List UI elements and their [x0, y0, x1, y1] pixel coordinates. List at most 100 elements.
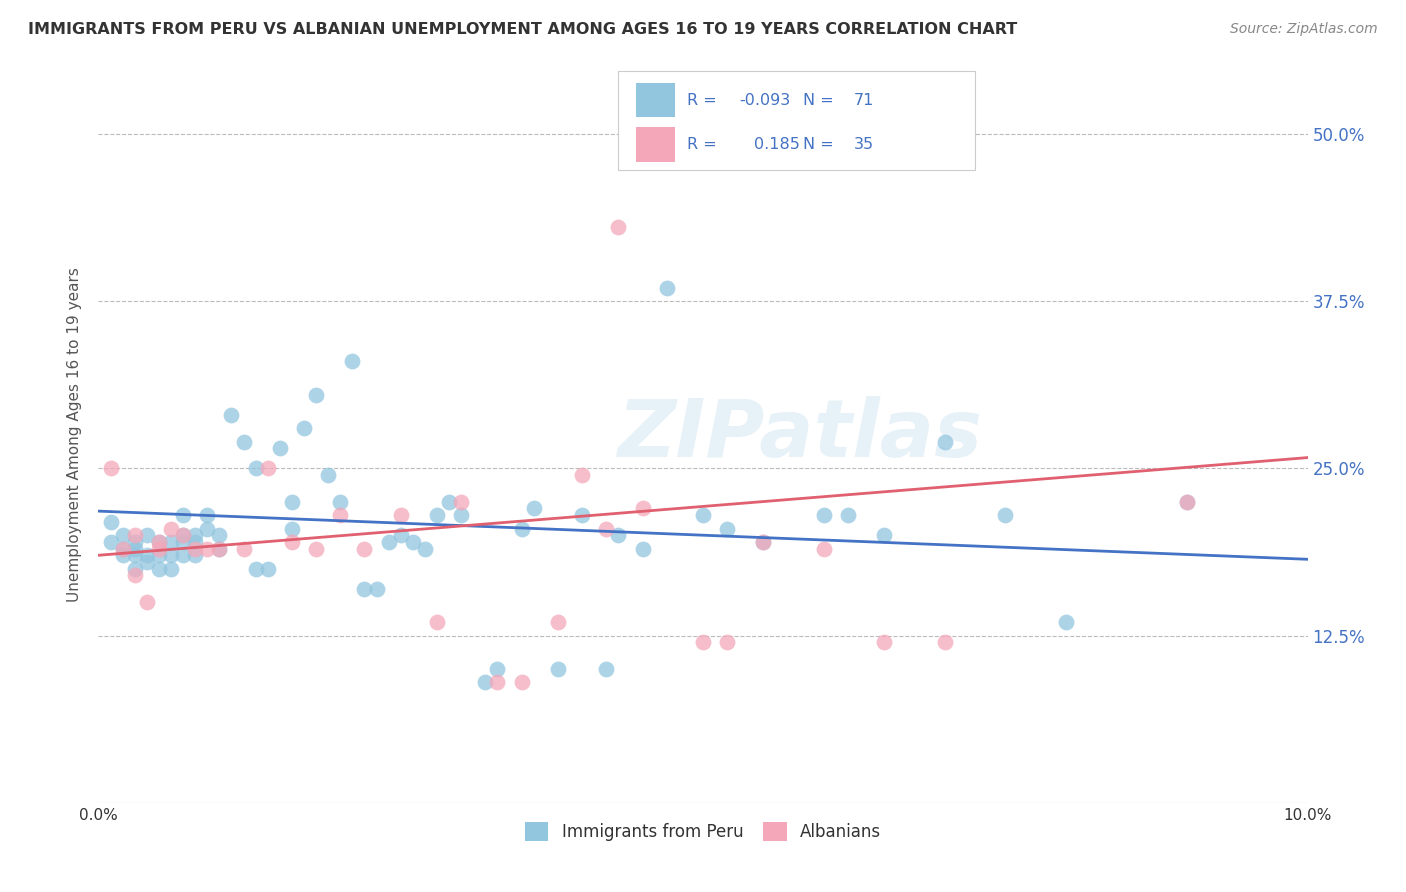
- Point: [595, 662, 617, 676]
- Point: [353, 541, 375, 556]
- Point: [329, 494, 352, 508]
- Point: [426, 508, 449, 522]
- Text: Source: ZipAtlas.com: Source: ZipAtlas.com: [1230, 22, 1378, 37]
- Point: [486, 675, 509, 690]
- Point: [124, 541, 146, 556]
- Point: [281, 494, 304, 508]
- Text: R =: R =: [688, 136, 723, 152]
- Point: [631, 501, 654, 516]
- Point: [160, 534, 183, 549]
- Point: [413, 541, 436, 556]
- FancyBboxPatch shape: [637, 83, 675, 118]
- Point: [1175, 494, 1198, 508]
- Point: [305, 541, 328, 556]
- Point: [474, 675, 496, 690]
- Point: [510, 521, 533, 535]
- Point: [172, 528, 194, 542]
- Point: [148, 541, 170, 556]
- Point: [595, 521, 617, 535]
- FancyBboxPatch shape: [637, 127, 675, 161]
- Point: [256, 562, 278, 576]
- Point: [111, 541, 134, 556]
- Point: [281, 534, 304, 549]
- Point: [245, 461, 267, 475]
- Point: [232, 434, 254, 449]
- FancyBboxPatch shape: [619, 70, 976, 170]
- Point: [450, 508, 472, 522]
- Point: [305, 387, 328, 401]
- Point: [547, 615, 569, 630]
- Point: [813, 508, 835, 522]
- Point: [111, 541, 134, 556]
- Point: [631, 541, 654, 556]
- Text: ZIPatlas: ZIPatlas: [617, 396, 983, 474]
- Point: [184, 548, 207, 563]
- Point: [450, 494, 472, 508]
- Point: [208, 541, 231, 556]
- Point: [292, 421, 315, 435]
- Text: N =: N =: [803, 93, 839, 108]
- Point: [124, 562, 146, 576]
- Point: [184, 541, 207, 556]
- Y-axis label: Unemployment Among Ages 16 to 19 years: Unemployment Among Ages 16 to 19 years: [67, 268, 83, 602]
- Point: [111, 548, 134, 563]
- Point: [208, 528, 231, 542]
- Text: 35: 35: [855, 136, 875, 152]
- Point: [124, 548, 146, 563]
- Point: [232, 541, 254, 556]
- Point: [329, 508, 352, 522]
- Point: [221, 408, 243, 422]
- Point: [172, 508, 194, 522]
- Point: [172, 534, 194, 549]
- Point: [245, 562, 267, 576]
- Point: [256, 461, 278, 475]
- Legend: Immigrants from Peru, Albanians: Immigrants from Peru, Albanians: [519, 815, 887, 847]
- Point: [994, 508, 1017, 522]
- Point: [160, 521, 183, 535]
- Point: [571, 467, 593, 482]
- Point: [135, 555, 157, 569]
- Point: [873, 528, 896, 542]
- Point: [873, 635, 896, 649]
- Point: [316, 467, 339, 482]
- Point: [934, 434, 956, 449]
- Point: [437, 494, 460, 508]
- Point: [571, 508, 593, 522]
- Point: [692, 508, 714, 522]
- Point: [366, 582, 388, 596]
- Text: N =: N =: [803, 136, 839, 152]
- Point: [716, 635, 738, 649]
- Point: [607, 220, 630, 235]
- Point: [1054, 615, 1077, 630]
- Point: [195, 541, 218, 556]
- Point: [389, 528, 412, 542]
- Point: [837, 508, 859, 522]
- Point: [172, 528, 194, 542]
- Point: [184, 528, 207, 542]
- Point: [124, 568, 146, 582]
- Point: [752, 534, 775, 549]
- Point: [100, 461, 122, 475]
- Point: [342, 354, 364, 368]
- Text: 0.185: 0.185: [754, 136, 800, 152]
- Text: 71: 71: [855, 93, 875, 108]
- Point: [752, 534, 775, 549]
- Point: [148, 562, 170, 576]
- Point: [813, 541, 835, 556]
- Point: [148, 534, 170, 549]
- Point: [184, 534, 207, 549]
- Point: [100, 534, 122, 549]
- Point: [353, 582, 375, 596]
- Point: [208, 541, 231, 556]
- Point: [486, 662, 509, 676]
- Point: [195, 508, 218, 522]
- Point: [148, 548, 170, 563]
- Point: [607, 528, 630, 542]
- Point: [195, 521, 218, 535]
- Point: [934, 635, 956, 649]
- Point: [148, 534, 170, 549]
- Point: [100, 515, 122, 529]
- Point: [135, 548, 157, 563]
- Point: [135, 595, 157, 609]
- Point: [510, 675, 533, 690]
